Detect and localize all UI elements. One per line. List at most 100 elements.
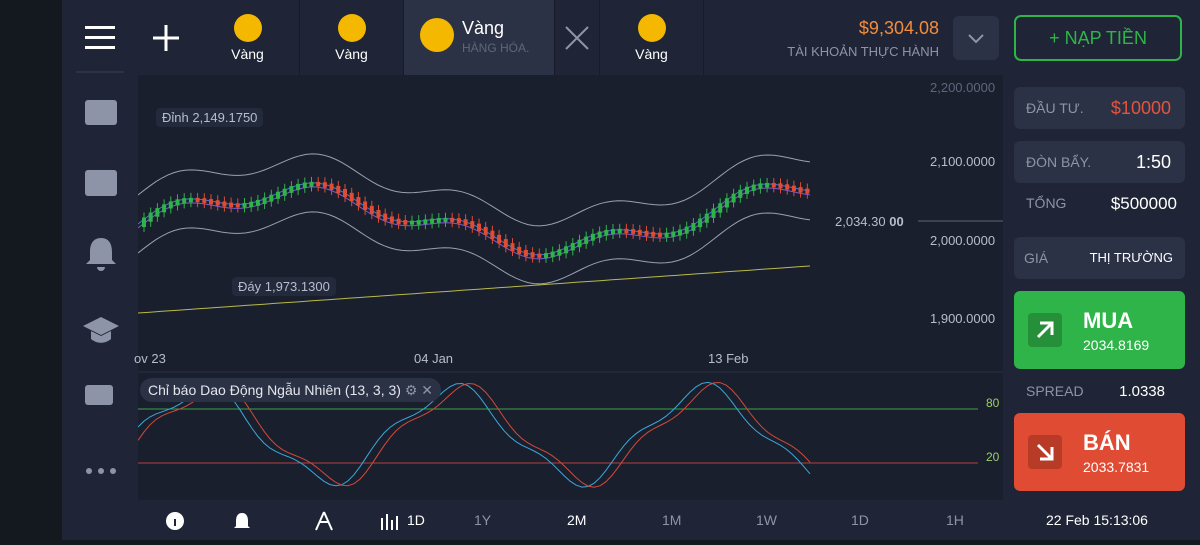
candle bbox=[751, 184, 756, 191]
candle bbox=[450, 217, 455, 223]
ma-slow bbox=[137, 182, 811, 256]
close-tab[interactable] bbox=[554, 0, 600, 75]
field-label: ĐÒN BẨY. bbox=[1026, 154, 1092, 170]
candle bbox=[430, 218, 435, 224]
candle bbox=[698, 218, 703, 228]
candle bbox=[564, 246, 569, 254]
buy-icon bbox=[1028, 313, 1062, 347]
candle bbox=[383, 213, 388, 221]
date-label: 13 Feb bbox=[708, 351, 749, 366]
field-label: GIÁ bbox=[1024, 250, 1049, 266]
candle bbox=[731, 193, 736, 203]
bottom-bar: 1D 1Y 2M 1M 1W 1D 1H 22 Feb 15:13:06 bbox=[138, 500, 1200, 540]
leverage-field[interactable]: ĐÒN BẨY. 1:50 bbox=[1014, 141, 1185, 183]
stats-icon[interactable] bbox=[85, 170, 117, 196]
tool-icons[interactable] bbox=[166, 510, 366, 532]
period[interactable]: 1M bbox=[662, 512, 682, 528]
candle bbox=[745, 186, 749, 194]
candle bbox=[329, 183, 334, 190]
chat-icon[interactable] bbox=[85, 385, 113, 405]
candle bbox=[517, 246, 522, 255]
buy-button[interactable]: MUA 2034.8169 bbox=[1014, 291, 1185, 369]
level-label: 80 bbox=[986, 396, 1000, 410]
candle bbox=[162, 204, 167, 213]
sell-button[interactable]: BÁN 2033.7831 bbox=[1014, 413, 1185, 491]
candle bbox=[443, 217, 448, 223]
indicator-chip: Chỉ báo Dao Động Ngẫu Nhiên (13, 3, 3) ⚙… bbox=[140, 378, 441, 402]
candle bbox=[410, 220, 414, 225]
portfolio-icon[interactable] bbox=[85, 100, 117, 125]
period[interactable]: 2M bbox=[567, 512, 587, 528]
candle bbox=[631, 229, 636, 234]
candle bbox=[195, 197, 200, 203]
period[interactable]: 1Y bbox=[474, 512, 492, 528]
price-mode: THỊ TRƯỜNG bbox=[1089, 250, 1173, 265]
indicator-settings[interactable]: ⚙ ✕ bbox=[404, 382, 433, 398]
candle bbox=[282, 188, 287, 196]
candle bbox=[718, 203, 723, 213]
datetime: 22 Feb 15:13:06 bbox=[1046, 512, 1148, 528]
price-label: 1,900.0000 bbox=[930, 311, 996, 326]
tab[interactable]: Vàng bbox=[196, 0, 300, 75]
current-price-suffix: 00 bbox=[889, 214, 904, 229]
price-label: 2,000.0000 bbox=[930, 233, 996, 248]
candle bbox=[356, 197, 361, 206]
sell-icon bbox=[1028, 435, 1062, 469]
candle bbox=[470, 221, 475, 228]
candle bbox=[229, 202, 234, 208]
add-tab[interactable] bbox=[138, 0, 196, 75]
period[interactable]: 1D bbox=[851, 512, 869, 528]
leverage-value: 1:50 bbox=[1135, 152, 1171, 172]
bell-icon[interactable] bbox=[86, 238, 116, 271]
candle bbox=[611, 229, 615, 234]
top-bar: Vàng Vàng Vàng HÀNG HÓA. Vàng $9,304.08 … bbox=[138, 0, 1003, 75]
candle bbox=[175, 199, 180, 206]
candle bbox=[463, 219, 468, 226]
candle bbox=[209, 199, 213, 205]
candle bbox=[805, 188, 810, 194]
menu-icon[interactable] bbox=[85, 26, 115, 49]
candle bbox=[791, 185, 796, 192]
candle bbox=[396, 218, 401, 225]
candle bbox=[142, 217, 146, 227]
period[interactable]: 1W bbox=[756, 512, 777, 528]
candle bbox=[343, 188, 347, 197]
trade-panel: ĐẦU TƯ. $10000 ĐÒN BẨY. 1:50 TỔNG $500000 G… bbox=[1003, 75, 1200, 500]
candle bbox=[510, 243, 515, 252]
candle bbox=[369, 205, 374, 215]
tab[interactable]: Vàng bbox=[600, 0, 704, 75]
field-label: TỔNG bbox=[1026, 195, 1067, 211]
deposit-button[interactable]: + NẠP TIỀN bbox=[1014, 15, 1182, 61]
level-label: 20 bbox=[986, 450, 1000, 464]
candle bbox=[336, 185, 341, 194]
price-field[interactable]: GIÁ THỊ TRƯỜNG bbox=[1014, 237, 1185, 279]
candle bbox=[678, 229, 682, 236]
candle bbox=[771, 182, 776, 188]
candle bbox=[785, 184, 790, 190]
candle bbox=[691, 222, 696, 231]
band-upper bbox=[137, 153, 811, 227]
invest-field[interactable]: ĐẦU TƯ. $10000 bbox=[1014, 87, 1185, 129]
candle bbox=[235, 203, 240, 208]
chart-type-icon[interactable] bbox=[380, 512, 400, 530]
candle bbox=[262, 197, 267, 205]
date-label: 04 Jan bbox=[414, 351, 454, 366]
candle bbox=[389, 216, 394, 223]
candle bbox=[276, 191, 280, 199]
sell-label: BÁN bbox=[1083, 430, 1131, 455]
tab[interactable]: Vàng bbox=[300, 0, 404, 75]
deposit-area: + NẠP TIỀN bbox=[1003, 0, 1200, 75]
period[interactable]: 1H bbox=[946, 512, 964, 528]
date-label: ov 23 bbox=[134, 351, 166, 366]
total-value: $500000 bbox=[1110, 194, 1177, 213]
account-dropdown[interactable] bbox=[953, 16, 999, 60]
active-tab[interactable]: Vàng HÀNG HÓA. bbox=[404, 0, 555, 75]
candle bbox=[269, 194, 274, 202]
edu-icon[interactable] bbox=[83, 317, 119, 343]
tab-sublabel: HÀNG HÓA. bbox=[462, 41, 530, 55]
chart-period[interactable]: 1D bbox=[407, 512, 425, 528]
candle bbox=[497, 234, 502, 244]
candle bbox=[403, 220, 408, 225]
balance: $9,304.08 bbox=[858, 18, 939, 38]
candle bbox=[168, 201, 173, 209]
